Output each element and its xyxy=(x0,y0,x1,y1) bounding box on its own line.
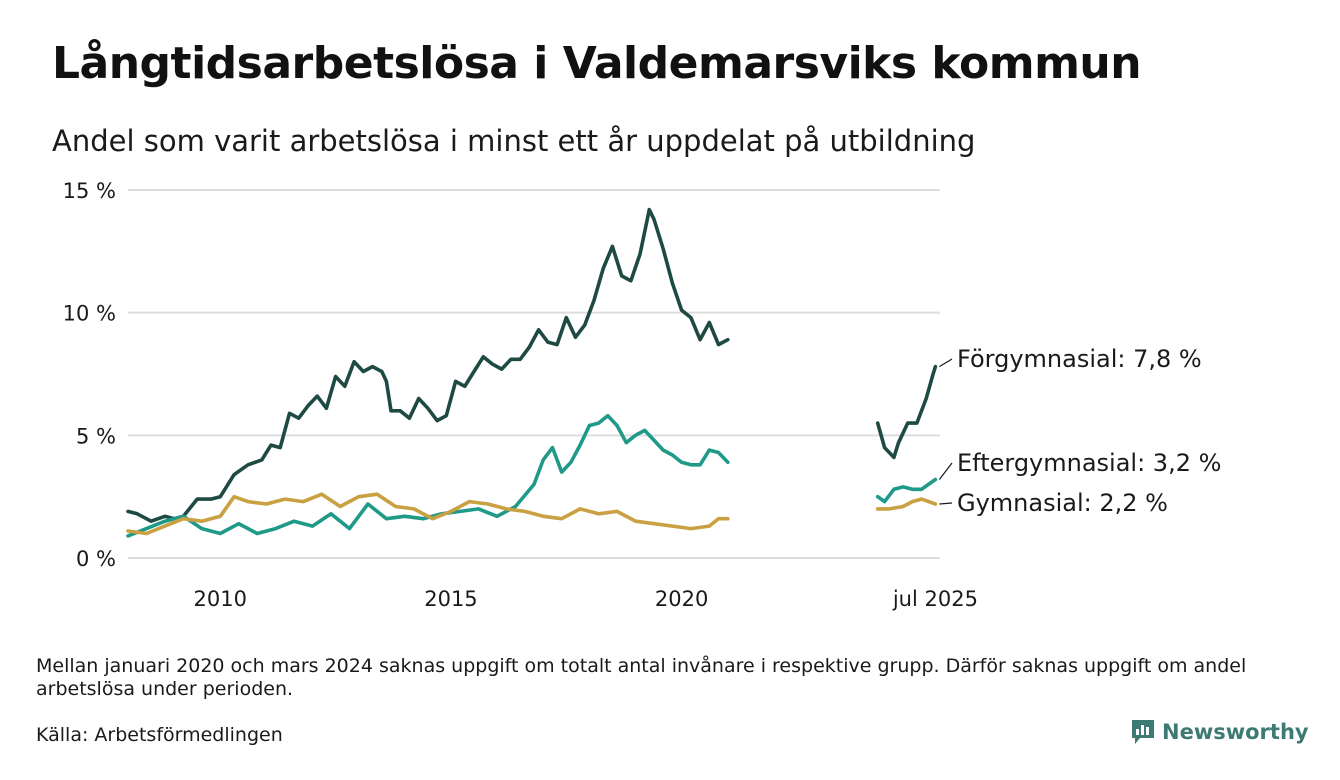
source-text: Källa: Arbetsförmedlingen xyxy=(36,724,283,746)
series-line-gymnasial xyxy=(126,492,730,536)
brand-name: Newsworthy xyxy=(1162,720,1309,744)
chart-subtitle: Andel som varit arbetslösa i minst ett å… xyxy=(52,124,976,158)
series-line-eftergymnasial xyxy=(126,413,730,538)
y-tick-label: 15 % xyxy=(63,179,116,203)
x-tick-label: 2010 xyxy=(194,587,247,611)
brand-logo[interactable]: Newsworthy xyxy=(1130,718,1309,746)
series-line-förgymnasial xyxy=(126,207,730,523)
x-tick-label: 2015 xyxy=(424,587,477,611)
y-tick-label: 0 % xyxy=(76,547,116,571)
series-line-gymnasial xyxy=(875,497,938,511)
chart-title: Långtidsarbetslösa i Valdemarsviks kommu… xyxy=(52,38,1142,89)
x-tick-label: jul 2025 xyxy=(892,587,978,611)
bar-chart-speech-bubble-icon xyxy=(1132,720,1154,744)
y-tick-label: 10 % xyxy=(63,302,116,326)
x-axis-ticks: 2010 2015 2020 jul 2025 xyxy=(194,587,978,611)
series-line-eftergymnasial xyxy=(875,477,938,504)
footnote: Mellan januari 2020 och mars 2024 saknas… xyxy=(36,655,1247,700)
grid-layer xyxy=(128,189,940,559)
label-leader-line xyxy=(938,462,953,480)
x-tick-label: 2020 xyxy=(655,587,708,611)
label-leader-line xyxy=(939,502,953,505)
line-chart: 0 % 5 % 10 % 15 % 2010 2015 2020 jul 2025 Förg… xyxy=(63,179,1222,611)
series-labels: Förgymnasial: 7,8 % Eftergymnasial: 3,2 %… xyxy=(938,345,1221,517)
series-line-förgymnasial xyxy=(875,364,938,460)
y-axis-ticks: 0 % 5 % 10 % 15 % xyxy=(63,179,116,571)
y-tick-label: 5 % xyxy=(76,424,116,448)
series-label-förgymnasial: Förgymnasial: 7,8 % xyxy=(957,345,1202,373)
series-label-eftergymnasial: Eftergymnasial: 3,2 % xyxy=(957,449,1221,477)
series-layer xyxy=(126,207,938,538)
series-label-gymnasial: Gymnasial: 2,2 % xyxy=(957,489,1168,517)
label-leader-line xyxy=(939,358,953,368)
